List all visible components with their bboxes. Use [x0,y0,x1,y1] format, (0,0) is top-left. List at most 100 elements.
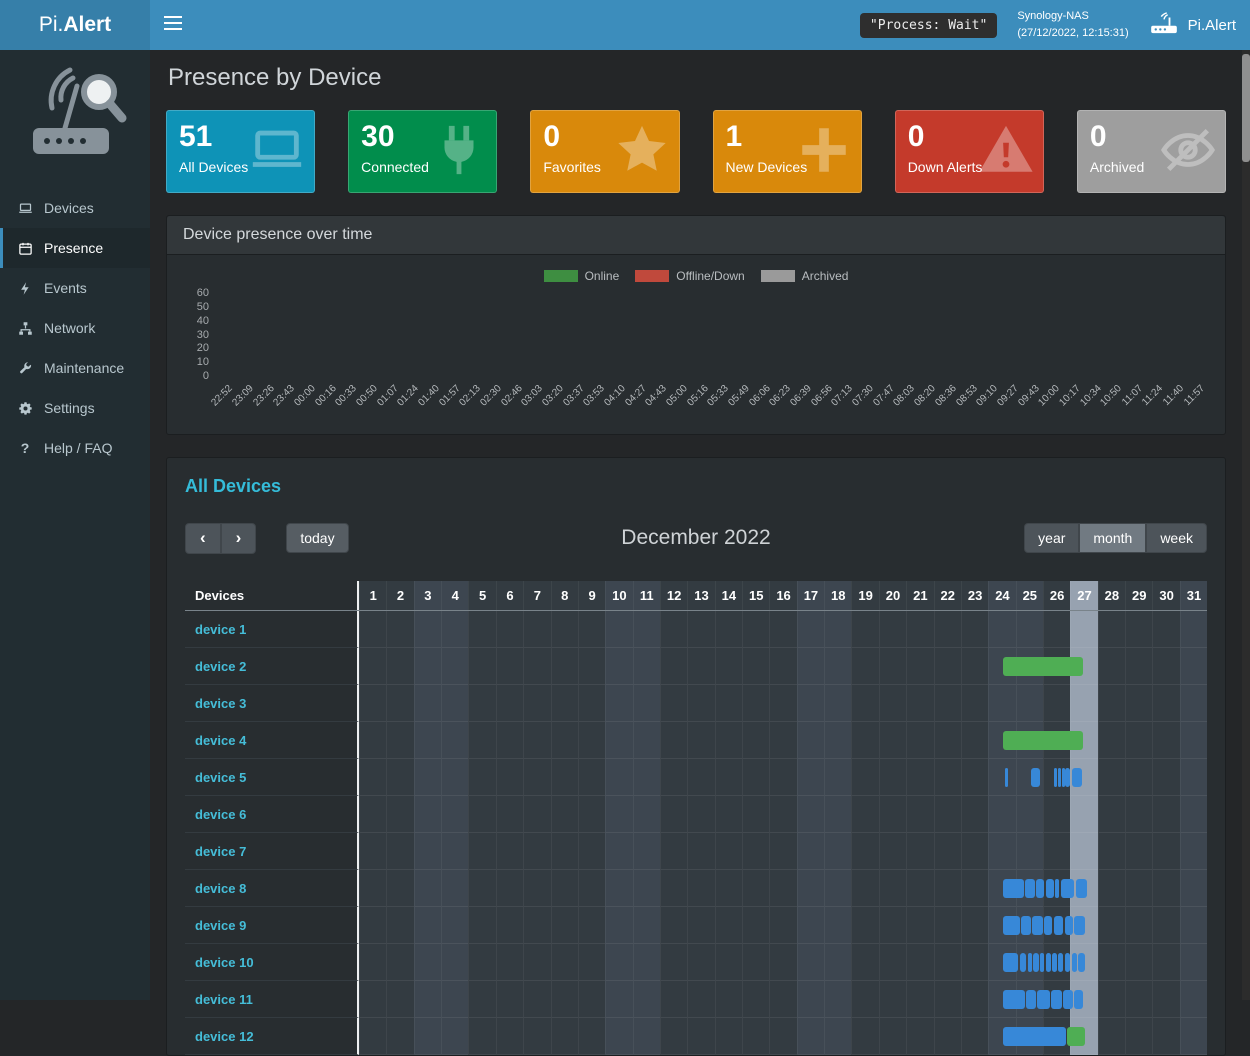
day-cell[interactable] [550,907,578,944]
day-cell[interactable] [960,944,989,981]
day-cell[interactable] [988,759,1016,796]
day-cell[interactable] [632,759,660,796]
app-logo[interactable]: Pi. Alert [0,0,150,50]
day-cell[interactable] [769,796,797,833]
day-cell[interactable] [1179,870,1208,907]
day-cell[interactable] [714,722,743,759]
day-cell[interactable] [413,944,442,981]
day-cell[interactable] [632,1018,660,1055]
day-cell[interactable] [960,870,989,907]
day-cell[interactable] [906,833,934,870]
day-cell[interactable] [742,722,770,759]
day-cell[interactable] [1125,907,1153,944]
presence-event-bar[interactable] [1036,879,1045,898]
device-link[interactable]: device 3 [195,695,247,711]
scrollbar-thumb[interactable] [1242,54,1250,162]
day-cell[interactable] [359,759,387,796]
day-cell[interactable] [605,648,633,685]
device-link[interactable]: device 9 [195,917,247,933]
day-cell[interactable] [495,648,524,685]
day-cell[interactable] [577,1018,606,1055]
day-cell[interactable] [1070,759,1098,796]
day-cell[interactable] [906,907,934,944]
presence-event-bar[interactable] [1031,916,1043,935]
device-link[interactable]: device 4 [195,732,247,748]
device-link[interactable]: device 8 [195,880,247,896]
day-cell[interactable] [441,611,469,648]
day-cell[interactable] [906,759,934,796]
day-cell[interactable] [796,870,825,907]
day-cell[interactable] [605,611,633,648]
sidebar-item-events[interactable]: Events [0,268,150,308]
day-cell[interactable] [851,944,879,981]
day-cell[interactable] [359,611,387,648]
day-cell[interactable] [468,796,496,833]
day-cell[interactable] [659,944,688,981]
day-cell[interactable] [933,833,961,870]
day-cell[interactable] [632,907,660,944]
day-cell[interactable] [523,944,551,981]
presence-event-bar[interactable] [1065,768,1071,787]
presence-event-bar[interactable] [1064,953,1071,972]
day-cell[interactable] [687,611,715,648]
day-cell[interactable] [386,796,414,833]
day-cell[interactable] [988,685,1016,722]
day-cell[interactable] [386,648,414,685]
day-cell[interactable] [659,611,688,648]
day-cell[interactable] [1152,722,1180,759]
day-cell[interactable] [1097,833,1126,870]
day-cell[interactable] [851,796,879,833]
day-cell[interactable] [1097,870,1126,907]
day-cell[interactable] [413,870,442,907]
day-cell[interactable] [906,796,934,833]
presence-event-bar[interactable] [1045,879,1054,898]
day-cell[interactable] [577,759,606,796]
presence-event-bar[interactable] [1004,768,1008,787]
day-cell[interactable] [359,796,387,833]
day-cell[interactable] [1125,1018,1153,1055]
day-cell[interactable] [824,648,852,685]
day-cell[interactable] [742,870,770,907]
device-link[interactable]: device 10 [195,954,254,970]
day-cell[interactable] [742,1018,770,1055]
day-cell[interactable] [495,833,524,870]
presence-event-bar[interactable] [1020,916,1031,935]
presence-event-bar[interactable] [1003,916,1020,935]
day-cell[interactable] [851,722,879,759]
day-cell[interactable] [714,685,743,722]
day-cell[interactable] [1152,648,1180,685]
day-cell[interactable] [1179,722,1208,759]
view-year-button[interactable]: year [1024,523,1080,553]
day-cell[interactable] [386,944,414,981]
day-cell[interactable] [796,944,825,981]
day-cell[interactable] [960,722,989,759]
day-cell[interactable] [632,833,660,870]
day-cell[interactable] [742,833,770,870]
day-cell[interactable] [906,685,934,722]
day-cell[interactable] [577,648,606,685]
day-cell[interactable] [796,759,825,796]
day-cell[interactable] [714,759,743,796]
day-cell[interactable] [386,759,414,796]
day-cell[interactable] [523,796,551,833]
day-cell[interactable] [1125,759,1153,796]
presence-event-bar[interactable] [1030,768,1041,787]
day-cell[interactable] [359,833,387,870]
day-cell[interactable] [1152,907,1180,944]
day-cell[interactable] [632,611,660,648]
day-cell[interactable] [659,722,688,759]
day-cell[interactable] [1070,833,1098,870]
day-cell[interactable] [1042,611,1071,648]
day-cell[interactable] [386,907,414,944]
day-cell[interactable] [769,759,797,796]
presence-event-bar[interactable] [1003,657,1083,676]
device-link[interactable]: device 7 [195,843,247,859]
presence-event-bar[interactable] [1033,953,1039,972]
day-cell[interactable] [386,685,414,722]
day-cell[interactable] [769,1018,797,1055]
presence-event-bar[interactable] [1003,953,1019,972]
day-cell[interactable] [441,759,469,796]
day-cell[interactable] [605,944,633,981]
day-cell[interactable] [851,870,879,907]
day-cell[interactable] [851,648,879,685]
